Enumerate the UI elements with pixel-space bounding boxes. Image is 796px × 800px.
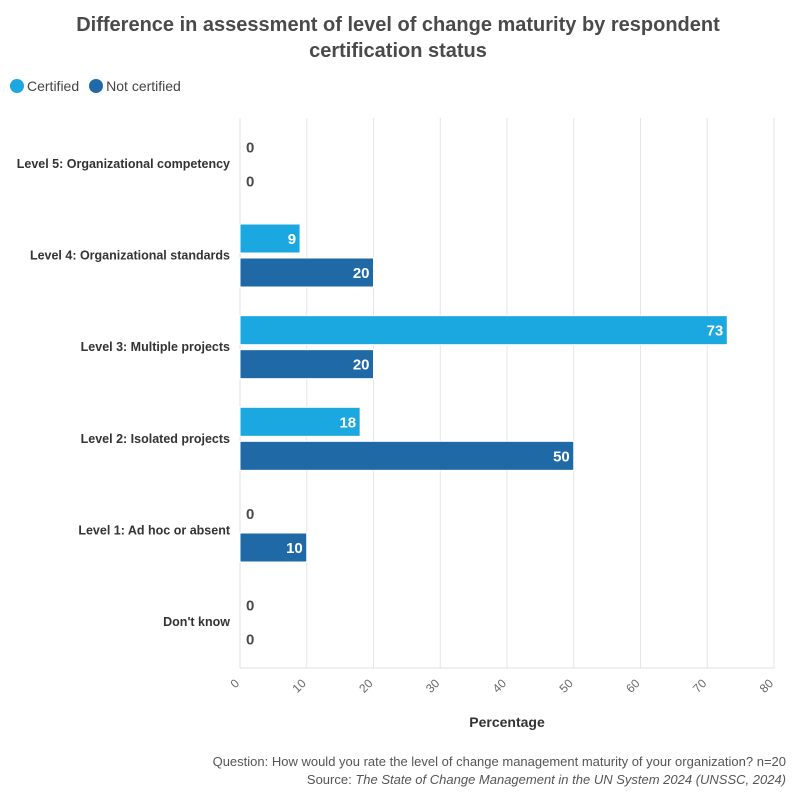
data-label: 20 xyxy=(353,265,370,282)
x-tick-label: 20 xyxy=(356,676,376,696)
data-label: 0 xyxy=(246,598,254,615)
data-label: 10 xyxy=(286,540,303,557)
category-label: Level 4: Organizational standards xyxy=(30,249,230,263)
bar-not-certified xyxy=(239,257,374,288)
category-label: Don't know xyxy=(163,615,230,629)
data-label: 0 xyxy=(246,506,254,523)
data-label: 0 xyxy=(246,173,254,190)
x-tick-label: 60 xyxy=(623,676,643,696)
legend-swatch-not-certified xyxy=(89,79,104,93)
legend-item-certified[interactable]: Certified xyxy=(10,78,79,94)
footer-question: Question: How would you rate the level o… xyxy=(212,754,786,769)
footer-source: Source: The State of Change Management i… xyxy=(307,772,786,787)
category-label: Level 1: Ad hoc or absent xyxy=(78,524,230,538)
x-tick-label: 70 xyxy=(690,676,710,696)
category-label: Level 3: Multiple projects xyxy=(81,340,230,354)
category-label: Level 5: Organizational competency xyxy=(17,157,230,171)
bar-certified xyxy=(239,315,728,346)
data-label: 18 xyxy=(339,414,356,431)
bar-not-certified xyxy=(239,440,575,471)
bar-certified xyxy=(239,406,361,437)
data-label: 73 xyxy=(707,323,724,340)
data-label: 20 xyxy=(353,357,370,374)
x-tick-label: 80 xyxy=(757,676,777,696)
data-label: 50 xyxy=(553,448,570,465)
legend-label-certified: Certified xyxy=(27,78,80,94)
bar-not-certified xyxy=(239,532,308,563)
x-tick-label: 40 xyxy=(490,676,510,696)
x-axis-label: Percentage xyxy=(469,714,545,730)
chart-title: Difference in assessment of level of cha… xyxy=(0,12,796,64)
bar-not-certified xyxy=(239,349,374,380)
x-tick-label: 50 xyxy=(557,676,577,696)
chart-title-line1: Difference in assessment of level of cha… xyxy=(76,14,720,36)
legend-label-not-certified: Not certified xyxy=(106,78,181,94)
data-label: 9 xyxy=(288,231,296,248)
footer-source-prefix: Source: xyxy=(306,772,356,787)
data-label: 0 xyxy=(246,632,254,649)
category-label: Level 2: Isolated projects xyxy=(81,432,230,446)
legend-swatch-certified xyxy=(10,79,24,93)
footer-source-title: The State of Change Management in the UN… xyxy=(355,772,786,787)
data-label: 0 xyxy=(246,139,254,156)
legend-item-not-certified[interactable]: Not certified xyxy=(89,78,181,94)
bar-certified xyxy=(239,223,301,254)
x-tick-label: 30 xyxy=(423,676,443,696)
x-tick-label: 10 xyxy=(290,676,310,696)
x-tick-label: 0 xyxy=(227,676,242,691)
chart-title-line2: certification status xyxy=(309,40,487,62)
legend: Certified Not certified xyxy=(10,78,191,94)
